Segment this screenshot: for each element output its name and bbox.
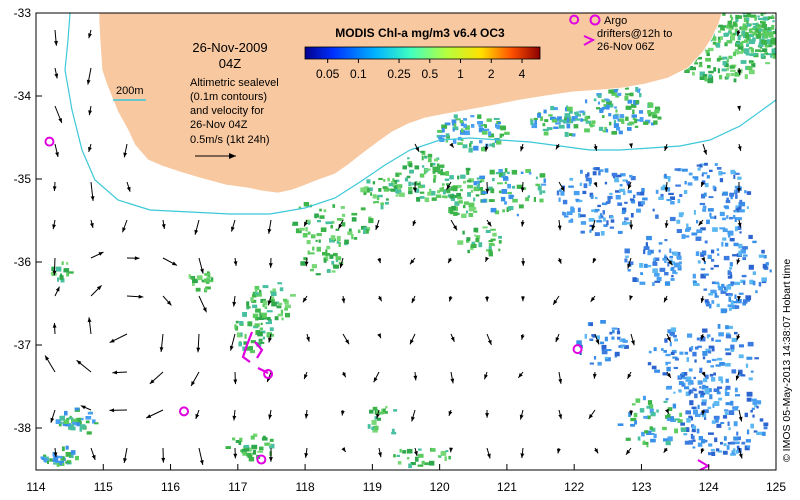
altimetry-note-line-2: (0.1m contours) — [190, 91, 267, 103]
colorbar-tick-label: 1 — [457, 67, 464, 81]
x-tick-label: 119 — [363, 480, 382, 494]
plot-frame — [35, 12, 777, 471]
colorbar-tick-label: 2 — [488, 67, 495, 81]
colorbar-tick-label: 0.5 — [421, 67, 438, 81]
argo-note-line-2: drifters@12h to — [597, 28, 672, 40]
argo-float-marker — [263, 369, 274, 380]
x-tick-label: 117 — [228, 480, 247, 494]
colorbar-tick-label: 0.25 — [387, 67, 411, 81]
colorbar-tick-label: 4 — [519, 67, 526, 81]
x-tick-label: 118 — [296, 480, 315, 494]
credit-text: © IMOS 05-May-2013 14:38:07 Hobart time — [781, 259, 793, 462]
colorbar-ticks: 0.05 0.1 0.25 0.5 1 2 4 — [316, 59, 526, 81]
y-tick-label: -37 — [14, 338, 32, 352]
longitude-axis: 114 115 116 117 118 119 120 121 122 123 124 125 — [26, 464, 786, 494]
y-tick-label: -34 — [14, 89, 32, 103]
altimetry-note-line-1: Altimetric sealevel — [190, 77, 279, 89]
y-tick-label: -36 — [14, 255, 32, 269]
colorbar-tick-label: 0.1 — [350, 67, 367, 81]
colorbar-tick-label: 0.05 — [316, 67, 340, 81]
argo-float-marker — [572, 344, 583, 355]
colorbar-title: MODIS Chl-a mg/m3 v6.4 OC3 — [335, 26, 505, 40]
argo-float-marker — [569, 14, 580, 25]
map-time: 04Z — [219, 56, 241, 71]
velocity-scale-arrow — [195, 153, 236, 159]
argo-track-cluster — [241, 331, 269, 374]
argo-floats — [44, 14, 583, 465]
chlorophyll-layer — [40, 13, 776, 469]
altimetry-note-line-3: and velocity for — [190, 105, 264, 117]
velocity-arrows — [44, 29, 743, 466]
argo-note-line-3: 26-Nov 06Z — [597, 41, 655, 53]
x-tick-label: 122 — [564, 480, 584, 494]
argo-arrowhead-south — [697, 459, 711, 470]
velocity-scale-label: 0.5m/s (1kt 24h) — [190, 134, 269, 146]
argo-float-marker — [179, 406, 189, 417]
x-tick-label: 120 — [430, 480, 450, 494]
x-tick-label: 114 — [26, 480, 45, 494]
x-tick-label: 124 — [699, 480, 719, 494]
x-tick-label: 121 — [497, 480, 517, 494]
isobath-label: 200m — [116, 85, 144, 97]
x-tick-label: 115 — [94, 480, 113, 494]
x-tick-label: 116 — [161, 480, 180, 494]
argo-legend-circle — [589, 14, 601, 26]
australia-landmass — [98, 13, 723, 194]
map-date: 26-Nov-2009 — [192, 40, 267, 55]
argo-float-marker — [44, 136, 55, 147]
x-tick-label: 125 — [766, 480, 786, 494]
colorbar — [304, 46, 541, 60]
argo-legend-arrowhead — [583, 35, 596, 46]
latitude-axis: -33 -34 -35 -36 -37 -38 — [14, 6, 42, 435]
argo-float-marker — [256, 454, 267, 465]
y-tick-label: -33 — [14, 6, 32, 20]
x-tick-label: 123 — [631, 480, 651, 494]
y-tick-label: -35 — [14, 172, 32, 186]
argo-note-line-1: Argo — [604, 15, 627, 27]
y-tick-label: -38 — [14, 421, 32, 435]
altimetry-note-line-4: 26-Nov 04Z — [190, 119, 248, 131]
isobath-200m-line — [64, 13, 776, 215]
